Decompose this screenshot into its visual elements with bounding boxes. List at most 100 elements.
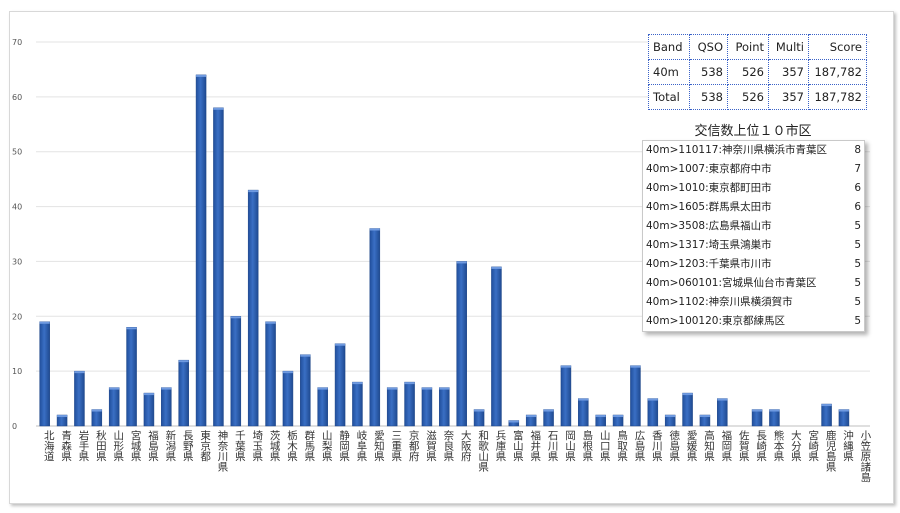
top-cities-title: 交信数上位１０市区 bbox=[694, 124, 812, 139]
x-tick-label: 埼玉県 bbox=[251, 429, 263, 462]
x-tick-label: 佐賀県 bbox=[738, 429, 750, 462]
header-qso: QSO bbox=[689, 34, 728, 60]
x-tick-label: 三重県 bbox=[390, 430, 402, 462]
bar-highlight bbox=[752, 409, 763, 412]
bar bbox=[630, 365, 641, 427]
top-city-count: 7 bbox=[854, 163, 861, 175]
bar bbox=[74, 370, 85, 427]
y-tick-label: 30 bbox=[12, 257, 22, 266]
x-tick-label: 宮城県 bbox=[130, 429, 142, 462]
top-city-row: 40m>110117:神奈川県横浜市青葉区 8 bbox=[643, 141, 864, 160]
y-tick-label: 20 bbox=[12, 312, 22, 321]
bar bbox=[386, 387, 398, 427]
top-city-row: 40m>1007:東京都府中市 7 bbox=[643, 160, 864, 179]
bar-highlight bbox=[578, 398, 589, 401]
bar bbox=[456, 261, 467, 427]
x-tick-label: 愛知県 bbox=[373, 429, 385, 462]
top-city-count: 5 bbox=[854, 220, 861, 232]
bar-highlight bbox=[248, 190, 259, 193]
x-tick-label: 青森県 bbox=[60, 429, 72, 462]
header-score: Score bbox=[808, 34, 867, 60]
bar-highlight bbox=[126, 327, 137, 330]
bar-highlight bbox=[630, 365, 641, 368]
bar-highlight bbox=[143, 393, 154, 396]
top-city-label: 40m>1203:千葉県市川市 bbox=[646, 258, 772, 270]
bar-highlight bbox=[543, 409, 554, 412]
x-tick-label: 東京都 bbox=[199, 429, 211, 462]
x-tick-label: 山梨県 bbox=[321, 430, 333, 462]
bar-highlight bbox=[508, 420, 519, 423]
bar-highlight bbox=[352, 382, 363, 385]
bar bbox=[178, 359, 189, 427]
bar-highlight bbox=[39, 321, 50, 324]
y-tick-label: 60 bbox=[12, 93, 22, 102]
cell-multi: 357 bbox=[768, 84, 809, 110]
x-tick-label: 栃木県 bbox=[286, 429, 298, 462]
bar-highlight bbox=[421, 387, 432, 390]
x-tick-label: 高知県 bbox=[703, 429, 715, 462]
top-city-label: 40m>1317:埼玉県鴻巣市 bbox=[646, 239, 772, 251]
bar-highlight bbox=[526, 415, 537, 418]
cell-qso: 538 bbox=[689, 59, 728, 85]
bar bbox=[543, 409, 554, 427]
x-tick-label: 岐阜県 bbox=[355, 429, 367, 462]
cell-qso: 538 bbox=[689, 84, 728, 110]
bar bbox=[404, 381, 415, 427]
header-point: Point bbox=[727, 34, 769, 60]
bar bbox=[751, 409, 763, 427]
bar-highlight bbox=[456, 261, 467, 264]
bar-highlight bbox=[265, 321, 276, 324]
bar-highlight bbox=[57, 415, 68, 418]
x-tick-label: 岡山県 bbox=[564, 430, 576, 462]
bar-highlight bbox=[230, 316, 241, 319]
bar bbox=[317, 387, 328, 427]
bar bbox=[230, 316, 242, 427]
y-tick-label: 50 bbox=[12, 148, 22, 157]
x-tick-label: 石川県 bbox=[547, 430, 559, 462]
x-tick-label: 島根県 bbox=[581, 429, 593, 462]
y-tick-label: 40 bbox=[12, 203, 22, 212]
score-table-row-40m: 40m 538 526 357 187,782 bbox=[648, 59, 867, 85]
x-tick-label: 京都府 bbox=[408, 429, 420, 462]
bar bbox=[473, 409, 485, 427]
top-city-row: 40m>1102:神奈川県横須賀市 5 bbox=[643, 293, 864, 312]
top-city-count: 5 bbox=[854, 239, 861, 251]
bar-highlight bbox=[213, 107, 224, 110]
x-tick-label: 宮崎県 bbox=[807, 429, 819, 462]
bar bbox=[126, 327, 137, 427]
bar-highlight bbox=[439, 387, 450, 390]
x-tick-label: 鳥取県 bbox=[616, 429, 628, 462]
top-city-label: 40m>1010:東京都町田市 bbox=[646, 182, 772, 194]
bar-highlight bbox=[838, 409, 849, 412]
bar bbox=[821, 403, 832, 427]
bar-highlight bbox=[665, 415, 676, 418]
x-tick-label: 香川県 bbox=[651, 430, 663, 462]
y-tick-label: 70 bbox=[12, 38, 22, 47]
bar bbox=[369, 228, 381, 427]
cell-point: 526 bbox=[727, 59, 769, 85]
top-city-row: 40m>1605:群馬県太田市 6 bbox=[643, 198, 864, 217]
top-city-label: 40m>3508:広島県福山市 bbox=[646, 220, 772, 232]
bar-highlight bbox=[335, 343, 346, 346]
cell-multi: 357 bbox=[768, 59, 809, 85]
header-band: Band bbox=[648, 34, 690, 60]
bar bbox=[439, 387, 450, 427]
bar bbox=[195, 74, 207, 427]
top-city-count: 6 bbox=[854, 201, 861, 213]
bar-highlight bbox=[369, 228, 380, 231]
cell-band: 40m bbox=[648, 59, 690, 85]
top-city-row: 40m>1010:東京都町田市 6 bbox=[643, 179, 864, 198]
bar-highlight bbox=[317, 387, 328, 390]
bar bbox=[213, 107, 224, 427]
bar bbox=[265, 321, 276, 427]
bar-highlight bbox=[560, 365, 571, 368]
top-city-row: 40m>1203:千葉県市川市 5 bbox=[643, 255, 864, 274]
bar-highlight bbox=[647, 398, 658, 401]
bar-highlight bbox=[769, 409, 780, 412]
bar bbox=[143, 392, 155, 427]
bar-highlight bbox=[699, 415, 710, 418]
top-city-row: 40m>100120:東京都練馬区 5 bbox=[643, 312, 864, 331]
cell-score: 187,782 bbox=[808, 84, 867, 110]
bar bbox=[682, 392, 693, 427]
